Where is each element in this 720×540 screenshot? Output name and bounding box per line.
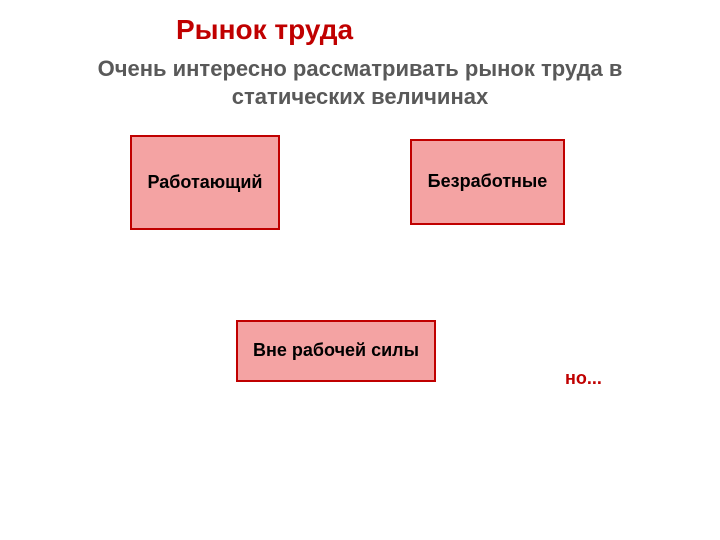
box-label: Работающий: [148, 172, 263, 194]
box-label: Вне рабочей силы: [253, 340, 419, 362]
box-unemployed: Безработные: [410, 139, 565, 225]
box-label: Безработные: [428, 171, 548, 193]
slide-subtitle: Очень интересно рассматривать рынок труд…: [70, 55, 650, 110]
box-working: Работающий: [130, 135, 280, 230]
box-outside-labor: Вне рабочей силы: [236, 320, 436, 382]
footnote-but: но...: [565, 368, 607, 390]
slide-title: Рынок труда: [176, 14, 353, 46]
